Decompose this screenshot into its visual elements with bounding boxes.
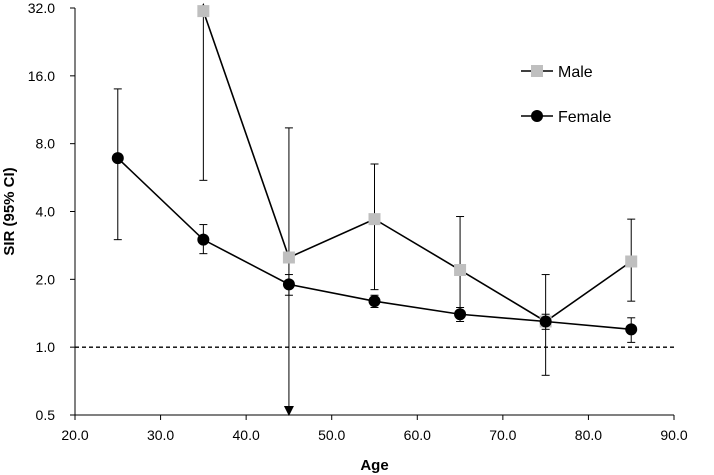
x-tick-label: 80.0 [575,427,602,443]
series-male [197,3,638,416]
legend-female-circle-icon [531,110,543,122]
data-point-circle [197,233,210,246]
legend-entry-male: Male [521,64,593,81]
legend-entry-female: Female [521,109,611,126]
data-point-square [368,213,381,226]
data-point-circle [111,152,124,165]
y-tick-label: 2.0 [36,271,56,287]
y-tick-label: 8.0 [36,136,56,152]
data-point-circle [368,295,381,308]
series-female [111,88,638,343]
y-tick-label: 32.0 [28,0,55,16]
y-tick-label: 1.0 [36,339,56,355]
data-point-square [197,5,210,18]
data-point-circle [282,278,295,291]
error-bar-down-arrow-icon [283,406,294,416]
data-point-circle [625,323,638,336]
legend-female-label: Female [558,109,611,126]
legend-male-label: Male [558,64,593,81]
data-point-circle [454,308,467,321]
x-tick-label: 40.0 [233,427,260,443]
y-tick-label: 0.5 [36,407,56,423]
data-point-square [625,255,638,268]
x-tick-label: 70.0 [489,427,516,443]
data-point-square [454,264,467,277]
x-tick-label: 30.0 [147,427,174,443]
x-tick-label: 60.0 [404,427,431,443]
y-tick-label: 4.0 [36,204,56,220]
y-axis-title: SIR (95% CI) [1,167,18,255]
series-layer [111,3,638,416]
axis-ticks: 20.0 30.0 40.0 50.0 60.0 70.0 80.0 90.0 0.5 1.0 2.… [28,0,688,443]
x-axis-title: Age [360,457,388,474]
x-tick-label: 90.0 [660,427,687,443]
legend-male-square-icon [531,65,543,77]
series-male-line [202,10,632,323]
y-tick-label: 16.0 [28,68,55,84]
data-point-square [282,251,295,264]
data-point-circle [539,315,552,328]
x-tick-label: 20.0 [61,427,88,443]
x-tick-label: 50.0 [318,427,345,443]
legend: Male Female [521,64,611,126]
